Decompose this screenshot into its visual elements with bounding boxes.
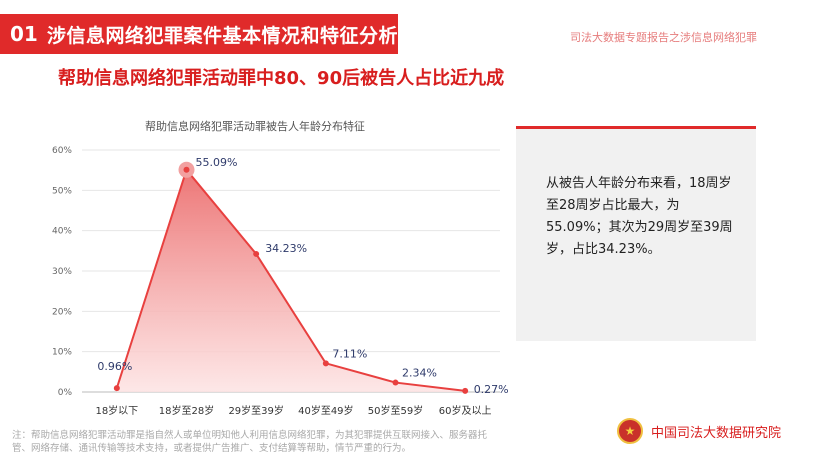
- section-number: 01: [10, 22, 38, 46]
- data-label: 34.23%: [265, 242, 307, 255]
- data-label: 7.11%: [332, 347, 367, 360]
- data-label: 55.09%: [196, 156, 238, 169]
- footnote: 注：帮助信息网络犯罪活动罪是指自然人或单位明知他人利用信息网络犯罪，为其犯罪提供…: [12, 430, 488, 454]
- data-point: [462, 387, 469, 394]
- data-label: 2.34%: [402, 367, 437, 380]
- y-tick-label: 20%: [52, 307, 72, 317]
- y-tick-label: 0%: [58, 388, 73, 398]
- info-box: 从被告人年龄分布来看，18周岁至28周岁占比最大，为55.09%；其次为29周岁…: [516, 129, 756, 341]
- section-banner: 01 涉信息网络犯罪案件基本情况和特征分析: [0, 14, 398, 54]
- data-label: 0.27%: [474, 383, 509, 396]
- data-point: [392, 379, 399, 386]
- y-tick-label: 50%: [52, 186, 72, 196]
- organization-logo: ★ 中国司法大数据研究院: [617, 418, 781, 444]
- x-tick-label: 40岁至49岁: [298, 404, 353, 417]
- section-title: 涉信息网络犯罪案件基本情况和特征分析: [46, 24, 398, 47]
- info-rule: [516, 126, 756, 129]
- y-tick-label: 30%: [52, 267, 72, 277]
- x-tick-label: 18岁至28岁: [159, 404, 214, 417]
- info-text: 从被告人年龄分布来看，18周岁至28周岁占比最大，为55.09%；其次为29周岁…: [546, 176, 733, 257]
- y-tick-label: 40%: [52, 227, 72, 237]
- data-point: [322, 360, 329, 367]
- chart-title: 帮助信息网络犯罪活动罪被告人年龄分布特征: [145, 119, 365, 133]
- x-tick-label: 18岁以下: [95, 404, 138, 417]
- y-tick-label: 10%: [52, 348, 72, 358]
- x-tick-label: 60岁及以上: [439, 404, 492, 417]
- data-label: 0.96%: [97, 360, 132, 373]
- data-point: [113, 385, 120, 392]
- series-line: [115, 167, 466, 392]
- national-emblem-icon: ★: [617, 418, 643, 444]
- page-subtitle: 帮助信息网络犯罪活动罪中80、90后被告人占比近九成: [58, 68, 505, 89]
- age-distribution-chart: 帮助信息网络犯罪活动罪被告人年龄分布特征 0% 10% 20% 30% 40% 50% 60%…: [52, 119, 509, 417]
- data-point: [253, 250, 260, 257]
- organization-name: 中国司法大数据研究院: [651, 425, 782, 441]
- x-tick-label: 29岁至39岁: [228, 404, 283, 417]
- y-tick-label: 60%: [52, 146, 72, 156]
- chart-container: 帮助信息网络犯罪活动罪被告人年龄分布特征 0% 10% 20% 30% 40% 50% 60%…: [0, 108, 510, 428]
- data-point: [183, 166, 190, 173]
- series-area: [116, 169, 466, 392]
- report-name: 司法大数据专题报告之涉信息网络犯罪: [570, 31, 757, 44]
- x-tick-label: 50岁至59岁: [368, 404, 423, 417]
